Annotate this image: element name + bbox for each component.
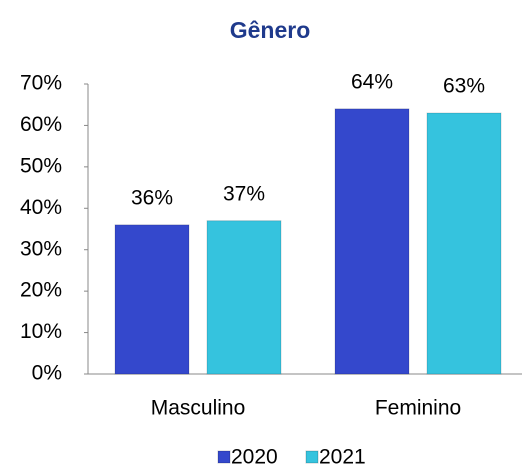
y-tick-label: 40%: [20, 196, 62, 219]
x-tick-label: Masculino: [151, 397, 246, 420]
y-tick-label: 50%: [20, 154, 62, 177]
legend-swatch: [305, 450, 319, 464]
x-tick-label: Feminino: [375, 397, 461, 420]
value-label: 64%: [351, 70, 393, 93]
y-tick-label: 20%: [20, 279, 62, 302]
bar: [426, 112, 502, 375]
legend-label: 2020: [231, 446, 278, 468]
y-tick-label: 0%: [32, 362, 62, 385]
value-label: 36%: [131, 186, 173, 209]
y-tick-label: 10%: [20, 320, 62, 343]
legend-label: 2021: [319, 446, 366, 468]
value-label: 37%: [223, 182, 265, 205]
bar: [334, 108, 410, 375]
chart-title: Gênero: [230, 17, 311, 43]
bar: [206, 220, 282, 375]
legend-swatch: [217, 450, 231, 464]
y-tick-label: 60%: [20, 113, 62, 136]
y-tick-label: 30%: [20, 237, 62, 260]
value-label: 63%: [443, 75, 485, 98]
y-tick-label: 70%: [20, 72, 62, 95]
bar: [114, 224, 190, 375]
